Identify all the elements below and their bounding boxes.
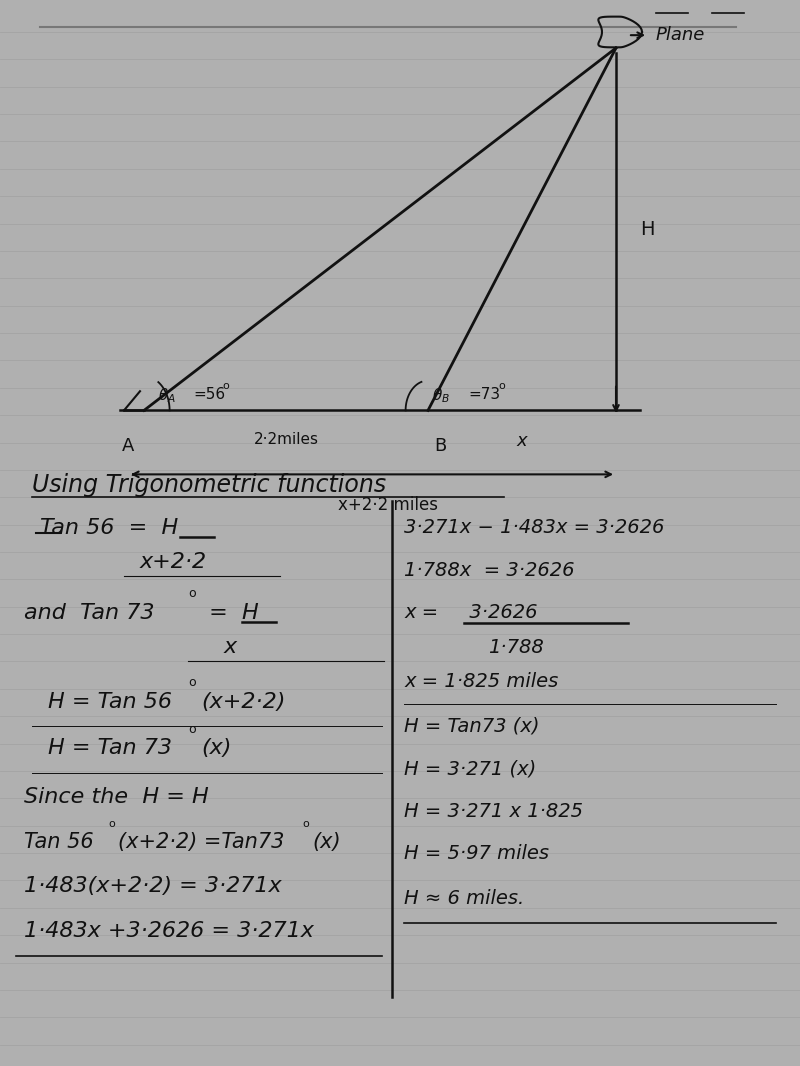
- Text: and  Tan 73: and Tan 73: [24, 602, 154, 623]
- Text: x: x: [224, 637, 237, 657]
- Text: x+2·2 miles: x+2·2 miles: [338, 496, 438, 514]
- Text: o: o: [188, 676, 196, 689]
- Text: o: o: [188, 587, 196, 600]
- Text: 1·483(x+2·2) = 3·271x: 1·483(x+2·2) = 3·271x: [24, 876, 282, 897]
- Text: (x+2·2) =Tan73: (x+2·2) =Tan73: [118, 831, 285, 852]
- Text: =73: =73: [468, 387, 500, 402]
- Text: x = 1·825 miles: x = 1·825 miles: [404, 672, 558, 691]
- Text: Using Trigonometric functions: Using Trigonometric functions: [32, 473, 386, 497]
- Text: H = 5·97 miles: H = 5·97 miles: [404, 844, 549, 863]
- Text: o: o: [188, 723, 196, 736]
- Text: A: A: [122, 437, 134, 455]
- Text: Since the  H = H: Since the H = H: [24, 787, 209, 807]
- Text: $\theta_B$: $\theta_B$: [432, 386, 450, 405]
- Text: (x+2·2): (x+2·2): [202, 692, 286, 712]
- Text: H = 3·271 (x): H = 3·271 (x): [404, 759, 536, 778]
- Text: o: o: [498, 382, 505, 391]
- Text: x =     3·2626: x = 3·2626: [404, 603, 538, 623]
- Text: 1·788: 1·788: [488, 637, 544, 657]
- Text: H = Tan73 (x): H = Tan73 (x): [404, 716, 539, 736]
- Text: (x): (x): [202, 739, 232, 758]
- Text: B: B: [434, 437, 446, 455]
- Text: H ≈ 6 miles.: H ≈ 6 miles.: [404, 889, 524, 908]
- Text: 2·2miles: 2·2miles: [254, 432, 318, 447]
- Text: H = Tan 73: H = Tan 73: [48, 739, 172, 758]
- Text: o: o: [222, 382, 229, 391]
- Text: H: H: [640, 220, 654, 239]
- Text: o: o: [108, 819, 114, 828]
- Text: H = Tan 56: H = Tan 56: [48, 692, 172, 712]
- Text: $\theta_A$: $\theta_A$: [158, 386, 176, 405]
- Text: x+2·2: x+2·2: [140, 552, 207, 572]
- Text: Plane: Plane: [656, 27, 706, 44]
- Text: =  H: = H: [202, 602, 258, 623]
- Text: 3·271x − 1·483x = 3·2626: 3·271x − 1·483x = 3·2626: [404, 518, 664, 537]
- Text: H = 3·271 x 1·825: H = 3·271 x 1·825: [404, 802, 583, 821]
- Text: 1·788x  = 3·2626: 1·788x = 3·2626: [404, 561, 574, 580]
- Text: Tan 56  =  H: Tan 56 = H: [40, 518, 178, 537]
- Text: o: o: [302, 819, 309, 828]
- Text: x: x: [517, 432, 527, 450]
- Text: (x): (x): [312, 831, 341, 852]
- Text: =56: =56: [194, 387, 226, 402]
- Text: Tan 56: Tan 56: [24, 831, 94, 852]
- Text: 1·483x +3·2626 = 3·271x: 1·483x +3·2626 = 3·271x: [24, 921, 314, 940]
